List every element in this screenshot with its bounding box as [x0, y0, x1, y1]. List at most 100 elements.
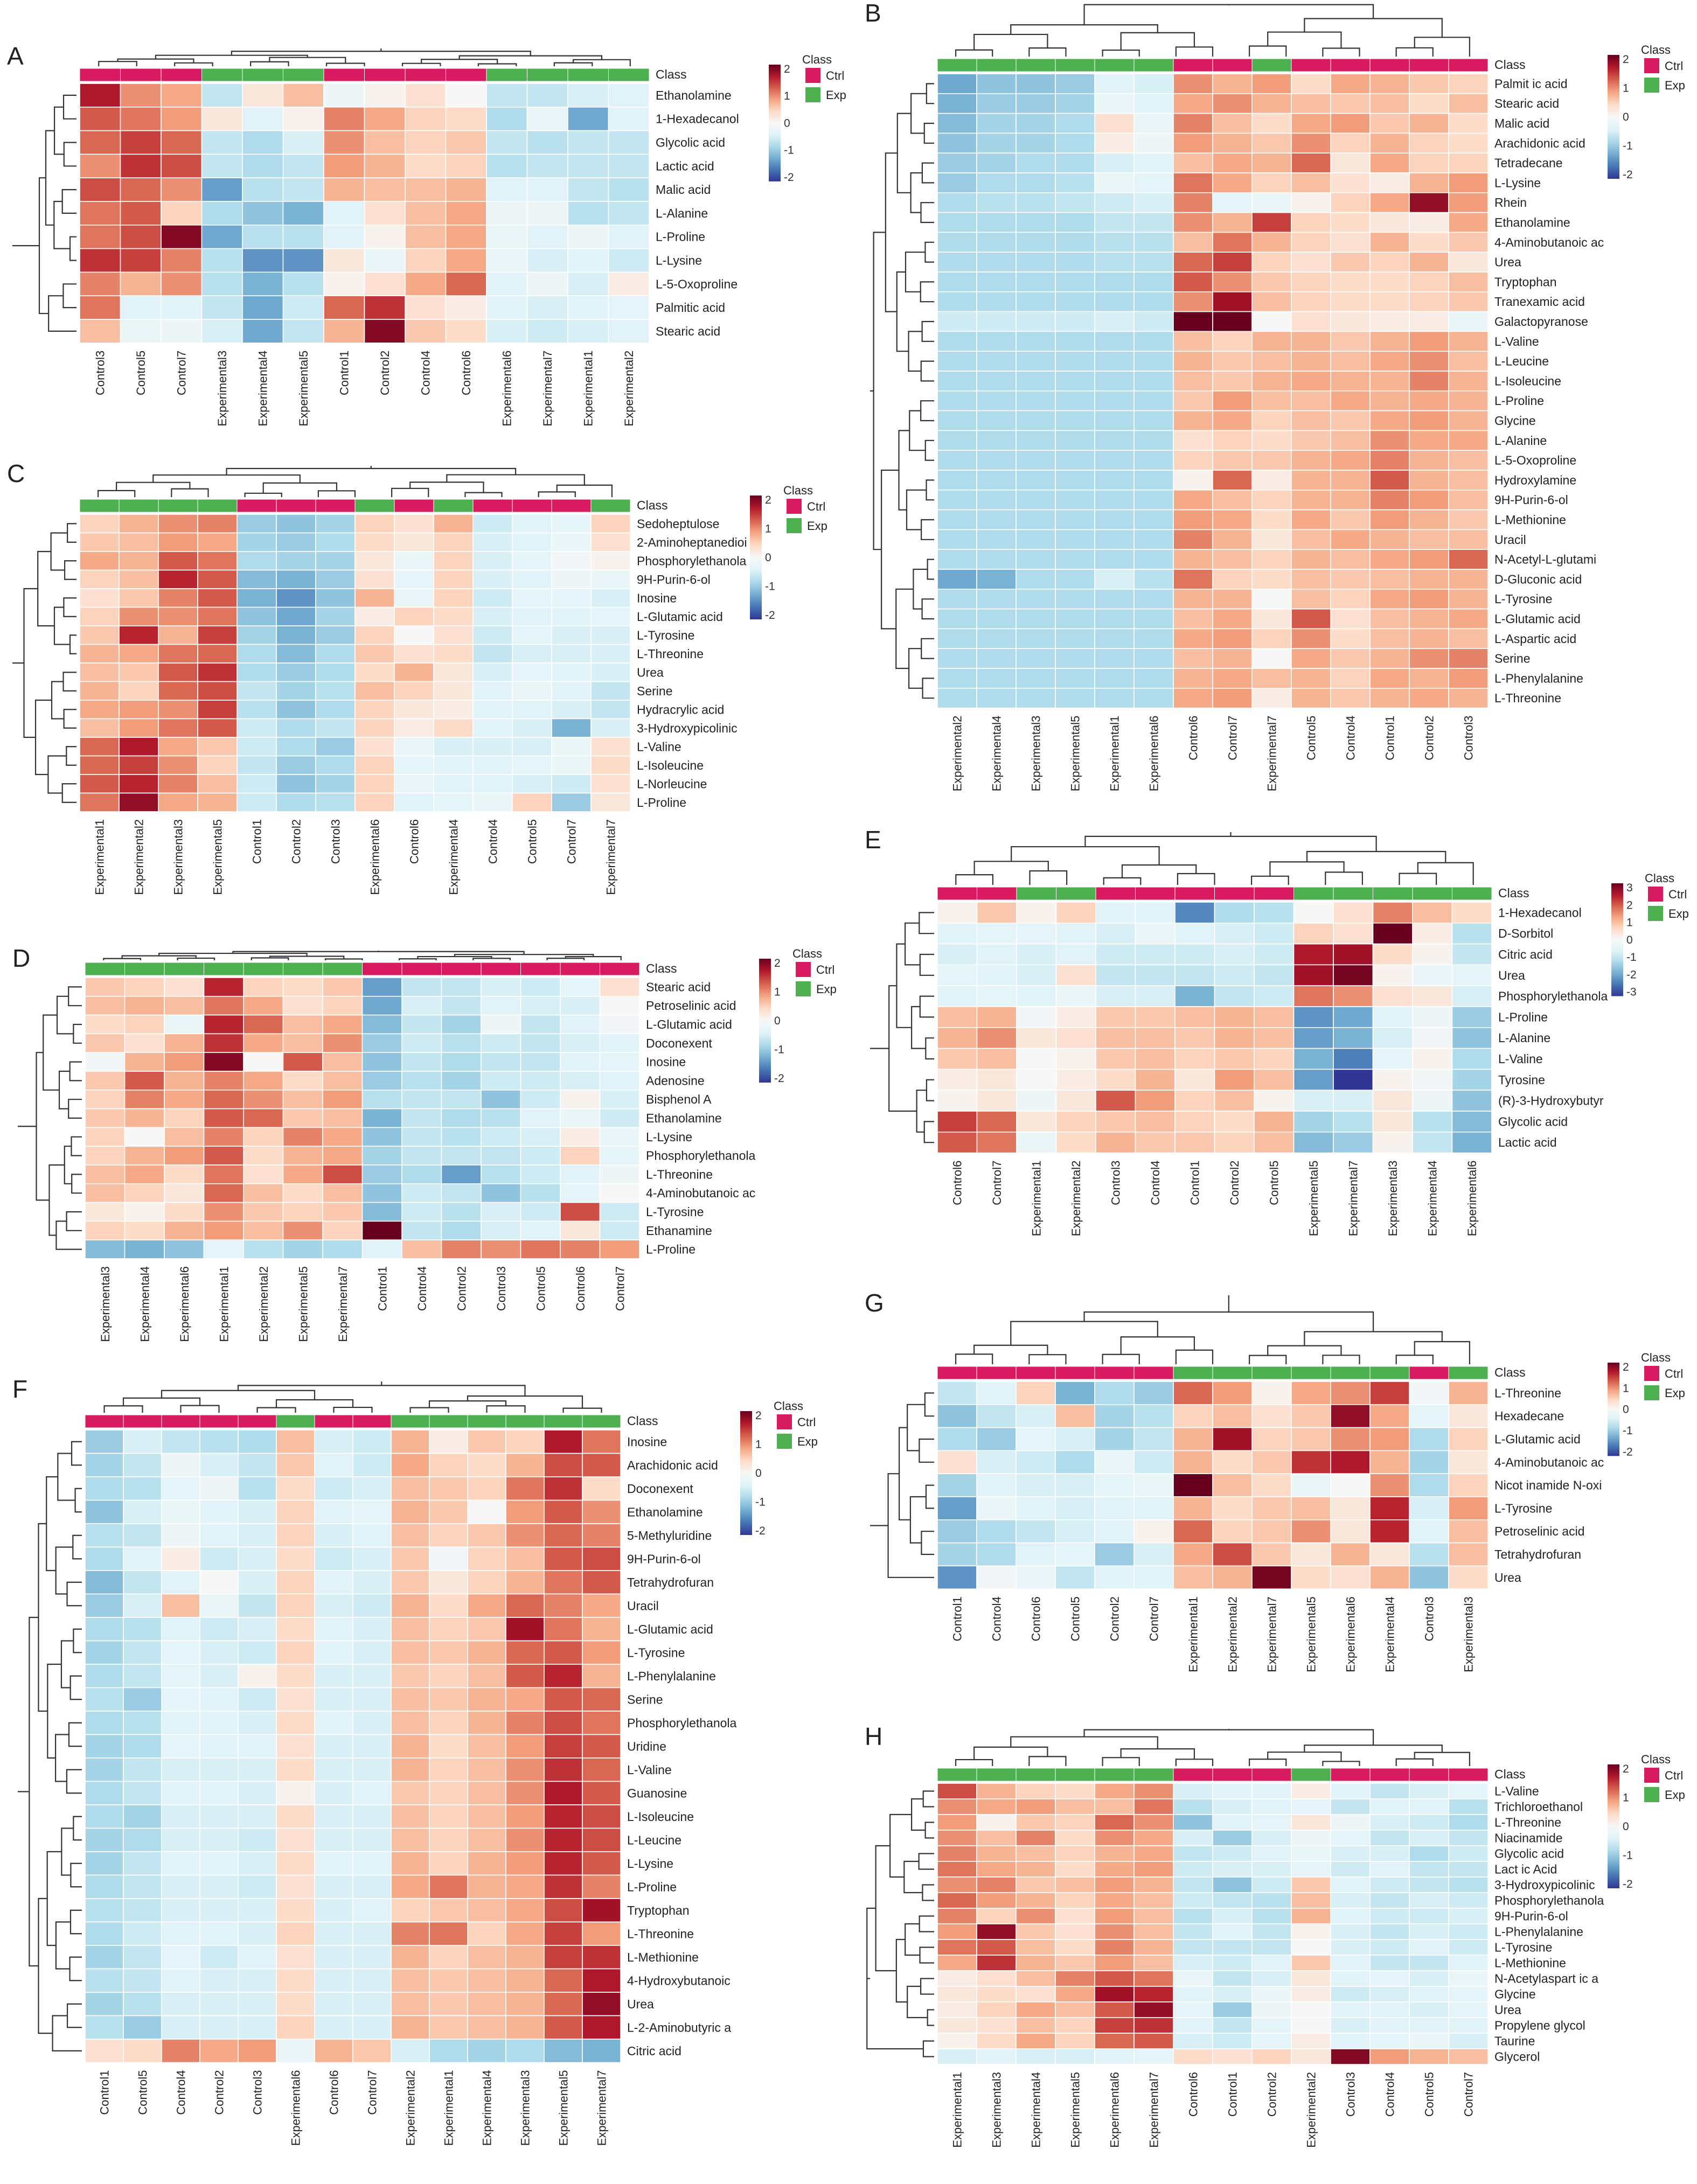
column-dendrogram-branch	[1084, 835, 1377, 852]
heatmap-cell	[164, 1033, 205, 1053]
legend-swatch-exp	[1644, 1385, 1659, 1400]
heatmap-cell	[512, 737, 552, 757]
row-dendrogram-branch	[63, 142, 76, 167]
heatmap-cell	[976, 608, 1017, 630]
heatmap-cell	[164, 1052, 205, 1072]
heatmap-cell	[1212, 1381, 1253, 1405]
heatmap-cell	[394, 681, 434, 701]
heatmap-cell	[1133, 628, 1174, 650]
heatmap-cell	[976, 1861, 1017, 1878]
heatmap-cell	[85, 1570, 124, 1595]
row-label: Uracil	[627, 1599, 659, 1613]
heatmap-cell	[364, 107, 406, 131]
heatmap-cell	[276, 1945, 315, 1970]
class-bar-cell-ctrl	[937, 887, 977, 901]
heatmap-cell	[158, 755, 198, 775]
heatmap-cell	[1369, 2017, 1410, 2034]
heatmap-cell	[1291, 628, 1331, 650]
heatmap-cell	[85, 1804, 124, 1829]
heatmap-cell	[1369, 73, 1410, 94]
heatmap-cell	[1291, 252, 1331, 273]
heatmap-cell	[1291, 192, 1331, 213]
heatmap-cell	[276, 1546, 315, 1571]
class-bar-cell-exp	[1016, 58, 1056, 72]
heatmap-cell	[1451, 1132, 1492, 1154]
heatmap-cell	[937, 291, 977, 312]
heatmap-cell	[164, 1202, 205, 1222]
row-dendrogram-branch	[911, 1006, 926, 1049]
column-dendrogram-branch	[417, 955, 492, 959]
heatmap-cell	[1369, 668, 1410, 689]
heatmap-cell	[391, 1453, 430, 1477]
heatmap-cell	[505, 1874, 545, 1899]
heatmap-cell	[1055, 1783, 1095, 1799]
heatmap-cell	[1016, 1519, 1056, 1544]
heatmap-cell	[937, 212, 977, 233]
heatmap-cell	[505, 1757, 545, 1782]
row-dendrogram-branch	[71, 1174, 82, 1194]
heatmap-cell	[1094, 232, 1135, 253]
heatmap-cell	[164, 1220, 205, 1240]
heatmap-cell	[1369, 2033, 1410, 2049]
heatmap-cell	[520, 1071, 561, 1091]
heatmap-cell	[123, 1429, 162, 1454]
heatmap-cell	[1094, 2048, 1135, 2065]
heatmap-cell	[123, 2015, 162, 2040]
heatmap-cell	[391, 1968, 430, 1993]
heatmap-cell	[1409, 1450, 1449, 1474]
colorbar-tick-label: 3	[1626, 882, 1633, 894]
heatmap-cell	[976, 331, 1017, 352]
heatmap-cell	[1016, 410, 1056, 431]
legend-label-ctrl: Ctrl	[816, 963, 834, 976]
column-label: Experimental1	[1030, 1161, 1044, 1237]
heatmap-cell	[567, 248, 609, 273]
class-bar-cell-exp	[467, 1414, 506, 1428]
heatmap-cell	[79, 107, 121, 131]
heatmap-cell	[1291, 1876, 1331, 1893]
class-bar-cell-exp	[608, 68, 650, 82]
heatmap-cell	[937, 1069, 978, 1091]
heatmap-cell	[1251, 1473, 1292, 1497]
heatmap-cell	[551, 606, 592, 626]
heatmap-cell	[937, 2017, 977, 2034]
heatmap-cell	[315, 551, 356, 571]
row-dendrogram-branch	[905, 252, 926, 292]
heatmap-cell	[1372, 1132, 1413, 1154]
heatmap-cell	[1055, 668, 1095, 689]
heatmap-cell	[161, 1687, 200, 1712]
heatmap-cell	[158, 588, 198, 608]
heatmap-cell	[322, 1071, 363, 1091]
heatmap-cell	[1333, 902, 1374, 924]
column-label: Control1	[1383, 716, 1397, 760]
heatmap-cell	[472, 737, 513, 757]
column-label: Control6	[408, 819, 421, 864]
heatmap-cell	[1094, 648, 1135, 669]
heatmap-cell	[203, 1127, 244, 1147]
heatmap-cell	[1173, 1845, 1213, 1862]
heatmap-cell	[937, 152, 977, 173]
heatmap-cell	[199, 1546, 239, 1571]
heatmap-cell	[85, 1711, 124, 1735]
heatmap-cell	[567, 130, 609, 155]
heatmap-cell	[937, 410, 977, 431]
class-row-label: Class	[646, 961, 677, 975]
heatmap-cell	[361, 1146, 402, 1166]
heatmap-cell	[976, 1955, 1017, 1971]
heatmap-cell	[976, 1542, 1017, 1567]
heatmap-cell	[1055, 2001, 1095, 2018]
heatmap-cell	[590, 588, 631, 608]
class-bar-cell-exp	[1291, 1768, 1331, 1782]
heatmap-cell	[1369, 1892, 1410, 1909]
row-label: Sedoheptulose	[637, 517, 719, 531]
heatmap-cell	[1174, 964, 1215, 987]
column-label: Control7	[990, 1161, 1004, 1205]
heatmap-cell	[282, 1071, 323, 1091]
colorbar	[740, 1411, 752, 1535]
heatmap-cell	[120, 319, 162, 344]
heatmap-cell	[1291, 509, 1331, 531]
heatmap-cell	[1133, 192, 1174, 213]
heatmap-cell	[354, 644, 395, 664]
heatmap-cell	[976, 1090, 1017, 1112]
heatmap-cell	[472, 774, 513, 794]
column-label: Control7	[613, 1266, 627, 1311]
